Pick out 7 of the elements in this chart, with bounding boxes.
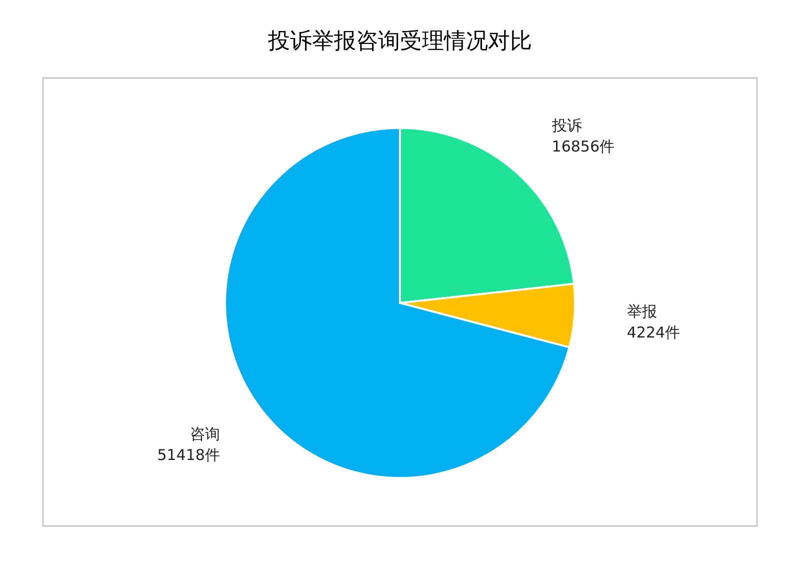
slice-label: 举报 (626, 302, 657, 321)
slice-label: 咨询 (190, 425, 220, 444)
data-label: 51418件 (157, 446, 220, 464)
slice-label: 投诉 (550, 116, 582, 135)
data-label: 4224件 (626, 324, 680, 342)
data-label: 16856件 (552, 138, 615, 156)
chart-title: 投诉举报咨询受理情况对比 (267, 29, 532, 54)
